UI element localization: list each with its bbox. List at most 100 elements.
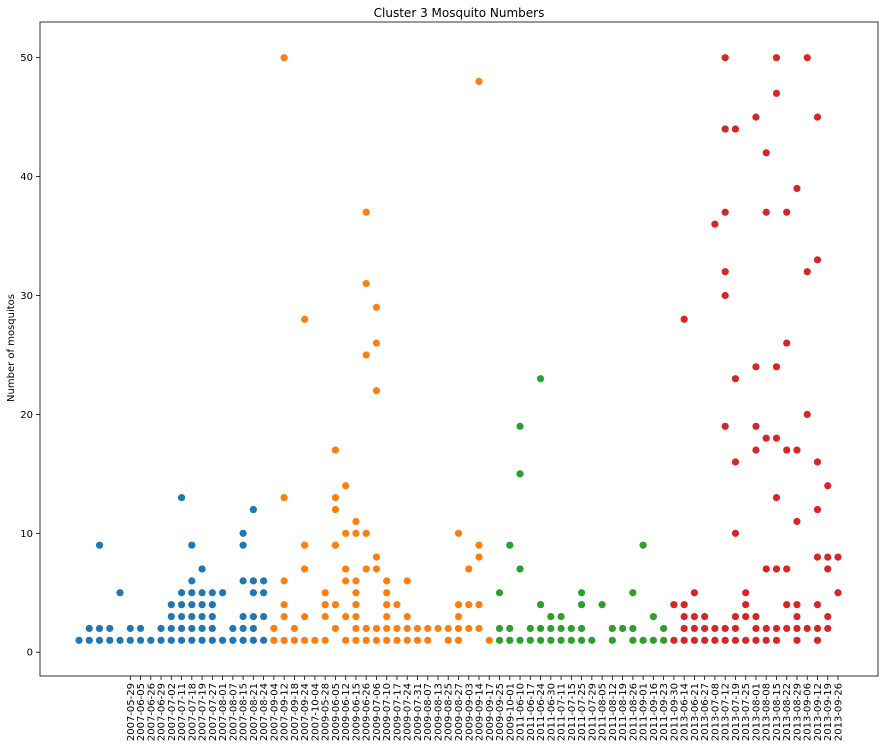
data-point: [793, 184, 801, 193]
data-point: [383, 601, 391, 609]
data-point: [813, 113, 822, 121]
x-tick-label: 2007-06-05: [136, 683, 147, 741]
data-point: [762, 636, 770, 644]
data-point: [783, 565, 791, 573]
data-point: [403, 612, 411, 621]
x-tick-label: 2007-08-07: [228, 683, 239, 741]
data-point: [218, 636, 227, 644]
data-point: [629, 624, 637, 633]
data-point: [762, 208, 770, 216]
data-point: [301, 636, 309, 644]
data-point: [813, 624, 822, 633]
x-tick-label: 2013-07-25: [741, 683, 752, 741]
data-point: [311, 636, 319, 644]
x-tick-label: 2011-08-05: [598, 683, 609, 741]
data-point: [752, 113, 760, 121]
x-tick-label: 2009-07-10: [382, 683, 393, 741]
data-point: [208, 624, 216, 633]
x-tick-label: 2007-09-24: [300, 683, 311, 741]
data-point: [475, 553, 483, 561]
data-point: [342, 482, 350, 490]
x-tick-label: 2007-05-29: [126, 683, 137, 741]
data-point: [208, 589, 216, 597]
data-point: [167, 624, 175, 633]
x-tick-label: 2011-07-15: [567, 683, 578, 741]
data-point: [701, 624, 709, 633]
data-point: [752, 624, 760, 633]
data-point: [331, 505, 340, 514]
data-point: [516, 422, 524, 430]
data-point: [188, 589, 196, 597]
data-point: [721, 54, 729, 62]
data-point: [608, 624, 616, 633]
data-point: [198, 636, 206, 644]
data-point: [649, 636, 657, 644]
data-point: [249, 589, 257, 597]
data-point: [239, 636, 247, 644]
x-tick-label: 2011-09-01: [639, 683, 650, 741]
data-point: [536, 624, 545, 633]
data-point: [577, 636, 586, 644]
data-point: [362, 280, 370, 288]
data-point: [783, 624, 791, 633]
data-point: [557, 636, 565, 644]
data-point: [742, 589, 750, 597]
x-tick-label: 2013-06-14: [680, 683, 691, 741]
data-point: [557, 624, 565, 633]
y-tick-label: 20: [20, 410, 33, 421]
data-point: [383, 612, 391, 621]
data-point: [116, 636, 124, 644]
x-tick-label: 2011-07-25: [577, 683, 588, 741]
chart-title: Cluster 3 Mosquito Numbers: [374, 6, 545, 20]
y-tick-label: 0: [27, 648, 33, 659]
x-tick-label: 2011-08-12: [608, 683, 619, 741]
x-tick-label: 2013-06-21: [690, 683, 701, 741]
data-point: [177, 494, 186, 502]
data-point: [824, 565, 832, 573]
x-tick-label: 2009-05-28: [321, 683, 332, 741]
data-point: [403, 636, 411, 644]
x-tick-label: 2007-07-18: [187, 683, 198, 741]
x-tick-label: 2011-09-23: [659, 683, 670, 741]
data-point: [106, 636, 114, 644]
data-point: [249, 505, 257, 514]
data-point: [475, 77, 483, 86]
data-point: [147, 636, 155, 644]
data-point: [547, 636, 555, 644]
data-point: [444, 636, 452, 644]
data-point: [793, 446, 801, 454]
data-point: [208, 612, 216, 621]
data-point: [331, 494, 340, 502]
data-point: [783, 208, 791, 216]
x-tick-label: 2007-08-01: [218, 683, 229, 741]
data-point: [557, 612, 565, 621]
data-point: [834, 553, 842, 561]
x-tick-label: 2007-07-19: [198, 683, 209, 741]
data-point: [75, 636, 83, 644]
data-point: [218, 589, 227, 597]
data-point: [772, 363, 781, 371]
data-point: [331, 446, 340, 454]
data-point: [567, 624, 575, 633]
data-point: [362, 636, 370, 644]
data-point: [280, 54, 288, 62]
data-point: [198, 612, 206, 621]
data-point: [352, 589, 360, 597]
data-point: [249, 612, 257, 621]
data-point: [321, 589, 329, 597]
data-point: [362, 565, 370, 573]
data-point: [126, 636, 134, 644]
data-point: [516, 636, 524, 644]
x-tick-label: 2013-08-08: [762, 683, 773, 741]
data-point: [167, 612, 175, 621]
data-point: [742, 601, 750, 609]
data-point: [813, 256, 822, 264]
data-point: [629, 589, 637, 597]
data-point: [762, 565, 770, 573]
data-point: [362, 529, 370, 537]
data-point: [813, 636, 822, 644]
y-tick-label: 40: [20, 172, 33, 183]
data-point: [813, 505, 822, 514]
data-point: [424, 624, 432, 633]
data-point: [362, 624, 370, 633]
